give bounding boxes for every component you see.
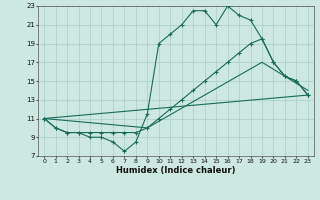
X-axis label: Humidex (Indice chaleur): Humidex (Indice chaleur): [116, 166, 236, 175]
